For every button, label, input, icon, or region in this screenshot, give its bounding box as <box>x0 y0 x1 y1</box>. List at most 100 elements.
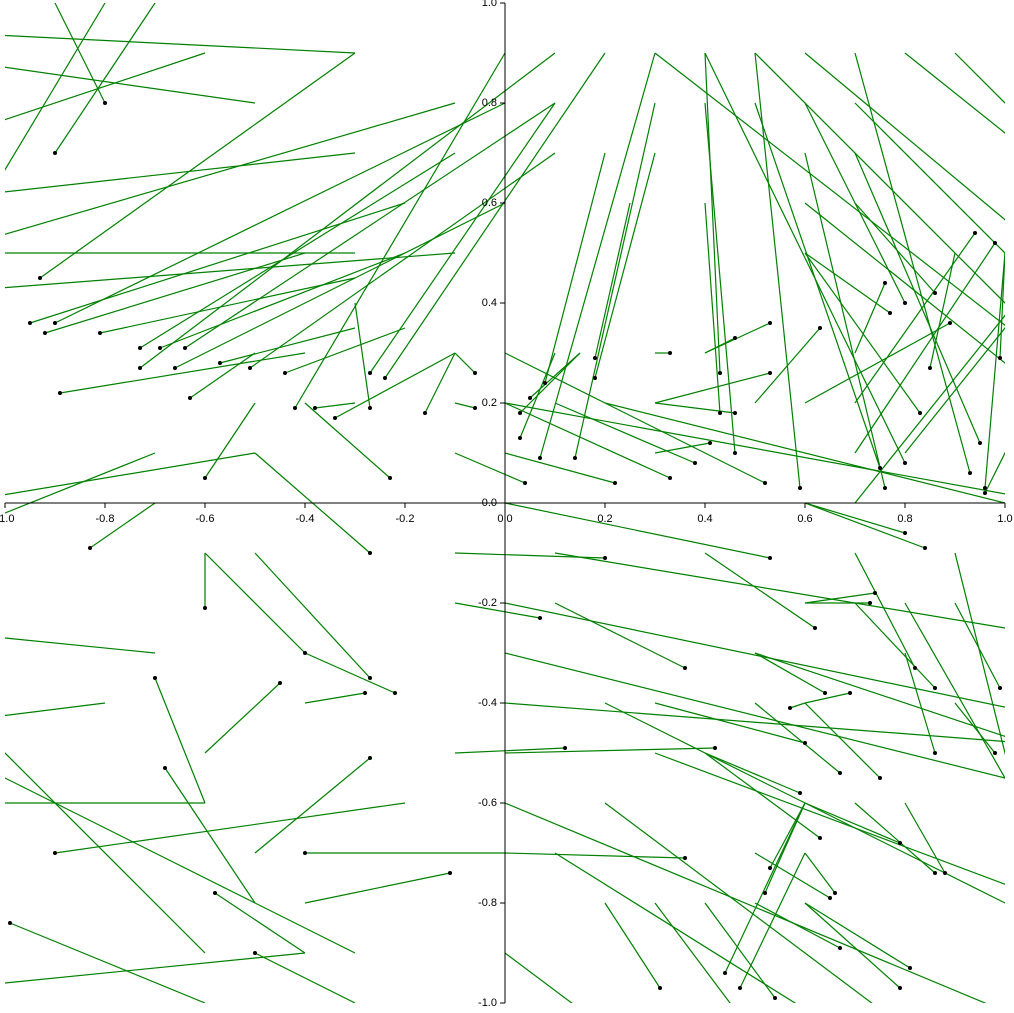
end-dot <box>803 741 807 745</box>
end-dot <box>998 686 1002 690</box>
segment <box>304 652 396 694</box>
end-dot <box>818 326 822 330</box>
segment <box>904 327 1005 454</box>
segment <box>984 252 1005 489</box>
end-dot <box>788 706 792 710</box>
segment <box>854 314 1005 504</box>
end-dot <box>283 371 287 375</box>
segment <box>254 552 371 679</box>
segment <box>139 152 456 349</box>
segment <box>904 602 1005 780</box>
segment <box>504 452 616 484</box>
end-dot <box>593 376 597 380</box>
end-dot <box>888 311 892 315</box>
segment <box>504 402 1005 495</box>
segment <box>554 402 696 464</box>
segment <box>654 372 771 404</box>
segment <box>804 252 921 414</box>
end-dot <box>933 751 937 755</box>
segment <box>5 3 106 171</box>
segment <box>604 702 1005 904</box>
end-dot <box>683 856 687 860</box>
end-dot <box>388 476 392 480</box>
end-dot <box>473 406 477 410</box>
end-dot <box>593 356 597 360</box>
end-dot <box>218 361 222 365</box>
end-dot <box>203 606 207 610</box>
segment <box>504 652 1005 779</box>
end-dot <box>473 371 477 375</box>
segment <box>704 752 801 794</box>
end-dot <box>903 301 907 305</box>
end-dot <box>768 556 772 560</box>
segment <box>704 52 906 464</box>
end-dot <box>368 676 372 680</box>
end-dot <box>603 556 607 560</box>
end-dot <box>38 276 42 280</box>
y-tick-label: 0.4 <box>482 297 497 309</box>
end-dot <box>423 411 427 415</box>
segment <box>754 102 881 469</box>
segment <box>334 352 456 419</box>
segment <box>804 802 901 844</box>
segment <box>594 152 656 379</box>
segment <box>204 682 281 754</box>
segment <box>54 802 406 854</box>
segment <box>5 777 356 954</box>
segment <box>754 852 831 899</box>
segment <box>754 52 1005 304</box>
segment <box>724 802 806 974</box>
x-tick-label: 0.2 <box>597 513 612 525</box>
segment <box>654 902 731 1003</box>
segment <box>204 552 306 654</box>
y-tick-label: 1.0 <box>482 0 497 9</box>
y-tick-label: 0.2 <box>482 397 497 409</box>
end-dot <box>868 601 872 605</box>
end-dot <box>738 986 742 990</box>
end-dot <box>538 456 542 460</box>
segment <box>5 252 456 289</box>
segment <box>294 52 506 409</box>
segment <box>174 202 506 369</box>
end-dot <box>828 896 832 900</box>
segment <box>704 752 821 839</box>
segment <box>29 202 406 324</box>
end-dot <box>393 691 397 695</box>
segment <box>454 352 476 374</box>
segment <box>954 602 1001 689</box>
end-dot <box>333 416 337 420</box>
end-dot <box>773 996 777 1000</box>
segment <box>139 52 556 369</box>
segment <box>754 327 821 404</box>
end-dot <box>163 766 167 770</box>
end-dot <box>848 691 852 695</box>
segment <box>504 952 573 1003</box>
end-dot <box>248 366 252 370</box>
x-tick-label: 0.4 <box>697 513 712 525</box>
end-dot <box>658 986 662 990</box>
segment <box>59 352 306 394</box>
end-dot <box>913 666 917 670</box>
y-tick-label: -1.0 <box>478 997 497 1009</box>
segment <box>804 52 1005 221</box>
end-dot <box>203 476 207 480</box>
segment <box>754 652 826 694</box>
segment <box>654 442 711 454</box>
end-dot <box>923 546 927 550</box>
segment <box>804 202 1005 364</box>
end-dot <box>98 331 102 335</box>
x-tick-label: 1.0 <box>997 513 1012 525</box>
end-dot <box>188 396 192 400</box>
end-dot <box>543 381 547 385</box>
end-dot <box>53 151 57 155</box>
segment <box>754 652 1005 737</box>
end-dot <box>518 411 522 415</box>
end-dot <box>58 391 62 395</box>
segment <box>454 452 526 484</box>
y-tick-label: 0.6 <box>482 197 497 209</box>
segment <box>954 552 1005 756</box>
end-dot <box>363 691 367 695</box>
segment <box>954 702 996 754</box>
